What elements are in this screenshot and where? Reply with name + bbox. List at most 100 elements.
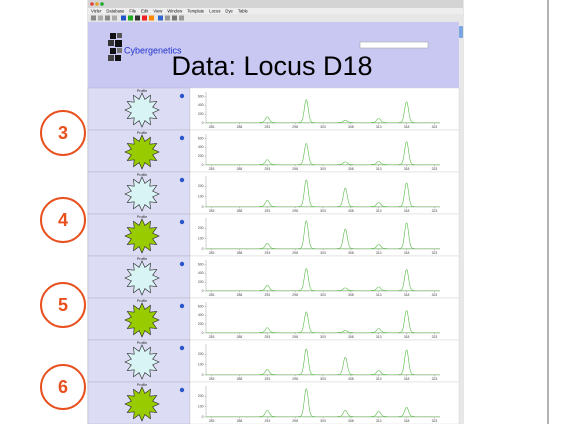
- tool-icon[interactable]: [179, 15, 184, 21]
- profile-row: Profile 0 100 200 283 288 293 298 303 308 313 318 32…: [87, 171, 460, 215]
- profile-label: Profile: [137, 215, 147, 219]
- step-circle: [40, 282, 86, 328]
- profile-star[interactable]: [124, 386, 160, 422]
- profile-label: Profile: [137, 131, 147, 135]
- profile-star[interactable]: [124, 134, 160, 170]
- tool-icon[interactable]: [98, 15, 103, 21]
- x-tick-label: 318: [404, 377, 410, 381]
- x-tick-label: 308: [348, 125, 354, 129]
- tool-icon[interactable]: [149, 15, 154, 21]
- toolbar-icons: [91, 15, 184, 21]
- trace-peak: [337, 329, 354, 333]
- x-tick-label: 298: [292, 125, 298, 129]
- y-tick-label: 600: [198, 94, 204, 98]
- trace-peak: [370, 118, 387, 123]
- help-icon[interactable]: [179, 135, 185, 141]
- tool-icon[interactable]: [112, 15, 117, 21]
- menu-item[interactable]: Window: [167, 8, 183, 13]
- x-tick-label: 303: [320, 335, 326, 339]
- y-tick-label: 200: [198, 184, 204, 188]
- menu-item[interactable]: File: [129, 8, 136, 13]
- x-tick-label: 283: [209, 167, 215, 171]
- scrollbar-thumb[interactable]: [459, 26, 463, 38]
- profile-row: Profile 0 200 400 600 283 288 293 298 303 308 313 31…: [87, 297, 460, 341]
- trace-peak: [298, 143, 315, 165]
- locus-field[interactable]: [359, 41, 429, 49]
- help-icon[interactable]: [179, 387, 185, 393]
- menu-item[interactable]: Edit: [141, 8, 149, 13]
- x-tick-label: 288: [237, 335, 243, 339]
- tool-icon[interactable]: [172, 15, 177, 21]
- menu-item[interactable]: Dye: [225, 8, 233, 13]
- x-tick-label: 318: [404, 125, 410, 129]
- trace-peak: [259, 327, 276, 333]
- y-tick-label: 200: [198, 154, 204, 158]
- x-tick-label: 308: [348, 377, 354, 381]
- help-icon[interactable]: [179, 303, 185, 309]
- profile-star[interactable]: [124, 302, 160, 338]
- trace-peak: [398, 222, 415, 249]
- tool-icon[interactable]: [142, 15, 147, 21]
- y-tick-label: 400: [198, 103, 204, 107]
- x-tick-label: 288: [237, 209, 243, 213]
- tool-icon[interactable]: [128, 15, 133, 21]
- x-tick-label: 283: [209, 335, 215, 339]
- y-tick-label: 0: [202, 373, 204, 377]
- menu-item[interactable]: Template: [187, 8, 205, 13]
- help-icon[interactable]: [179, 93, 185, 99]
- toolbar: [88, 14, 463, 22]
- zoom-button[interactable]: [100, 2, 104, 6]
- minimize-button[interactable]: [95, 2, 99, 6]
- x-tick-label: 313: [376, 125, 382, 129]
- x-tick-label: 288: [237, 377, 243, 381]
- profile-star[interactable]: [124, 218, 160, 254]
- menu-item[interactable]: Table: [238, 8, 249, 13]
- trace-peak: [370, 370, 387, 375]
- chart-panel: [189, 381, 460, 424]
- profile-star[interactable]: [124, 344, 160, 380]
- slide-title: Data: Locus D18: [171, 51, 372, 81]
- x-tick-label: 313: [376, 335, 382, 339]
- y-tick-label: 0: [202, 415, 204, 419]
- close-button[interactable]: [90, 2, 94, 6]
- menu-item[interactable]: Database: [106, 8, 125, 13]
- x-tick-label: 283: [209, 377, 215, 381]
- x-tick-label: 288: [237, 293, 243, 297]
- help-icon[interactable]: [179, 219, 185, 225]
- x-tick-label: 323: [432, 377, 438, 381]
- y-tick-label: 400: [198, 271, 204, 275]
- trace-peak: [259, 284, 276, 291]
- trace-peak: [259, 243, 276, 249]
- tool-icon[interactable]: [135, 15, 140, 21]
- tool-icon[interactable]: [158, 15, 163, 21]
- menu-item[interactable]: View: [153, 8, 163, 13]
- help-icon[interactable]: [179, 177, 185, 183]
- x-tick-label: 283: [209, 125, 215, 129]
- x-tick-label: 323: [432, 167, 438, 171]
- trace-peak: [398, 182, 415, 207]
- x-tick-label: 313: [376, 419, 382, 423]
- tool-icon[interactable]: [91, 15, 96, 21]
- y-tick-label: 600: [198, 304, 204, 308]
- profile-star[interactable]: [124, 176, 160, 212]
- help-icon[interactable]: [179, 261, 185, 267]
- menu-item[interactable]: Locus: [209, 8, 220, 13]
- trace-peak: [298, 311, 315, 333]
- step-number: 3: [58, 123, 68, 143]
- x-tick-label: 298: [292, 293, 298, 297]
- tool-icon[interactable]: [165, 15, 170, 21]
- profile-star[interactable]: [124, 260, 160, 296]
- header-panel: [88, 22, 460, 88]
- x-tick-label: 308: [348, 419, 354, 423]
- menu-item[interactable]: Vizler: [91, 8, 102, 13]
- profile-star[interactable]: [124, 92, 160, 128]
- x-tick-label: 298: [292, 251, 298, 255]
- tool-icon[interactable]: [105, 15, 110, 21]
- tool-icon[interactable]: [121, 15, 126, 21]
- x-tick-label: 303: [320, 209, 326, 213]
- scrollbar[interactable]: [459, 22, 463, 424]
- help-icon[interactable]: [179, 345, 185, 351]
- chart-panel: [189, 255, 460, 299]
- y-tick-label: 100: [198, 237, 204, 241]
- annotations: 3 4 5 6: [40, 110, 86, 410]
